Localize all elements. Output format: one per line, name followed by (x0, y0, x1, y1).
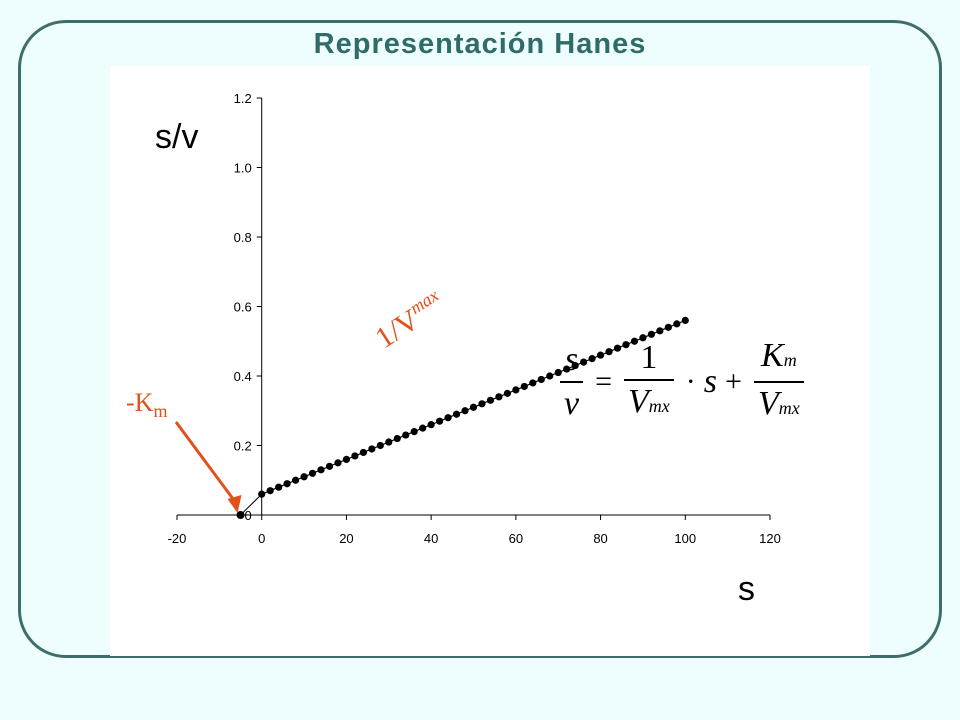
term1-den-sub: mx (648, 396, 670, 416)
data-point (571, 361, 579, 370)
term2-fraction: Km Vmx (753, 335, 804, 429)
hanes-equation: s v = 1 Vmx · s + Km Vmx (556, 332, 808, 432)
data-point (300, 473, 308, 481)
slide-frame (18, 20, 942, 658)
data-point (639, 334, 647, 342)
data-point (554, 368, 562, 377)
data-point (605, 348, 613, 356)
data-point (452, 410, 461, 418)
data-point (486, 396, 495, 404)
x-tick-label: 120 (759, 531, 781, 546)
data-point (503, 389, 511, 397)
data-point (258, 490, 266, 498)
km-label-sub: m (153, 401, 168, 422)
term2-den-sub: mx (778, 398, 800, 418)
x-tick-label: 0 (258, 531, 265, 546)
lhs-fraction: s v (560, 339, 584, 425)
y-tick-label: 1.2 (234, 91, 252, 106)
data-point (436, 417, 444, 425)
y-tick-label: 0.4 (234, 369, 252, 384)
term2-denominator: Vmx (753, 381, 804, 429)
x-tick-label: 40 (424, 531, 438, 546)
km-label-main: -K (126, 388, 154, 417)
data-point (266, 487, 274, 495)
data-point (478, 400, 486, 408)
x-axis-label: s (738, 570, 755, 608)
data-point (520, 382, 528, 391)
data-point (622, 341, 630, 349)
x-tick-label: 80 (593, 531, 607, 546)
data-point (444, 414, 452, 422)
data-point (537, 375, 545, 384)
s-variable: s (703, 363, 718, 400)
data-point (385, 438, 393, 446)
data-point (664, 323, 672, 331)
data-point (427, 421, 435, 429)
y-tick-label: 0.6 (234, 300, 252, 315)
x-tick-label: 100 (674, 531, 696, 546)
dot-operator: · (685, 365, 696, 398)
plus-sign: + (725, 365, 742, 398)
km-arrow-shaft (174, 421, 239, 506)
data-point (563, 365, 571, 373)
data-point (275, 483, 283, 491)
y-tick-label: 1.0 (234, 161, 252, 176)
data-point (469, 403, 478, 411)
data-point (308, 469, 317, 477)
term1-denominator: Vmx (624, 379, 674, 427)
data-point (419, 424, 427, 432)
data-point (681, 316, 689, 324)
data-point (368, 445, 376, 453)
data-point (402, 431, 410, 439)
data-point (325, 462, 334, 470)
data-point (359, 448, 367, 457)
y-axis-label: s/v (155, 118, 199, 156)
data-point (495, 393, 503, 401)
data-point (317, 466, 325, 474)
data-point (596, 351, 605, 359)
data-point (588, 355, 596, 363)
x-tick-label: 60 (509, 531, 523, 546)
data-point (546, 372, 554, 380)
data-point (283, 480, 291, 488)
term2-numerator: Km (757, 335, 801, 381)
data-point (376, 441, 384, 450)
equals-sign: = (595, 365, 613, 398)
slide-title: Representación Hanes (313, 28, 647, 60)
data-point (342, 455, 351, 463)
y-tick-label: 0.2 (234, 439, 252, 454)
term1-numerator: 1 (640, 339, 658, 376)
chart-area (110, 66, 870, 656)
data-point (410, 428, 418, 436)
data-point (613, 344, 622, 352)
y-tick-label: 0 (244, 508, 251, 523)
x-tick-label: 20 (339, 531, 353, 546)
lhs-denominator: v (560, 381, 584, 425)
data-point (351, 452, 359, 460)
lhs-numerator: s (564, 341, 579, 378)
data-point (334, 459, 342, 467)
term2-num-sub: m (783, 350, 797, 370)
data-point (647, 330, 656, 338)
data-point (580, 358, 588, 366)
km-label: -Km (126, 388, 167, 422)
term1-den-main: V (628, 383, 649, 420)
term2-num-main: K (761, 337, 784, 374)
data-point (673, 320, 681, 328)
data-point (630, 337, 639, 345)
data-point (512, 386, 520, 394)
y-tick-label: 0.8 (234, 230, 252, 245)
data-point (656, 327, 664, 335)
term1-fraction: 1 Vmx (624, 337, 674, 427)
extrapolation-line (240, 493, 263, 516)
data-point (393, 434, 401, 443)
data-point (529, 379, 537, 387)
data-point (292, 476, 300, 484)
term2-den-main: V (757, 385, 779, 422)
km-arrow-head (227, 495, 242, 513)
intercept-point (236, 511, 245, 519)
data-point (461, 407, 469, 415)
x-tick-label: -20 (168, 531, 187, 546)
